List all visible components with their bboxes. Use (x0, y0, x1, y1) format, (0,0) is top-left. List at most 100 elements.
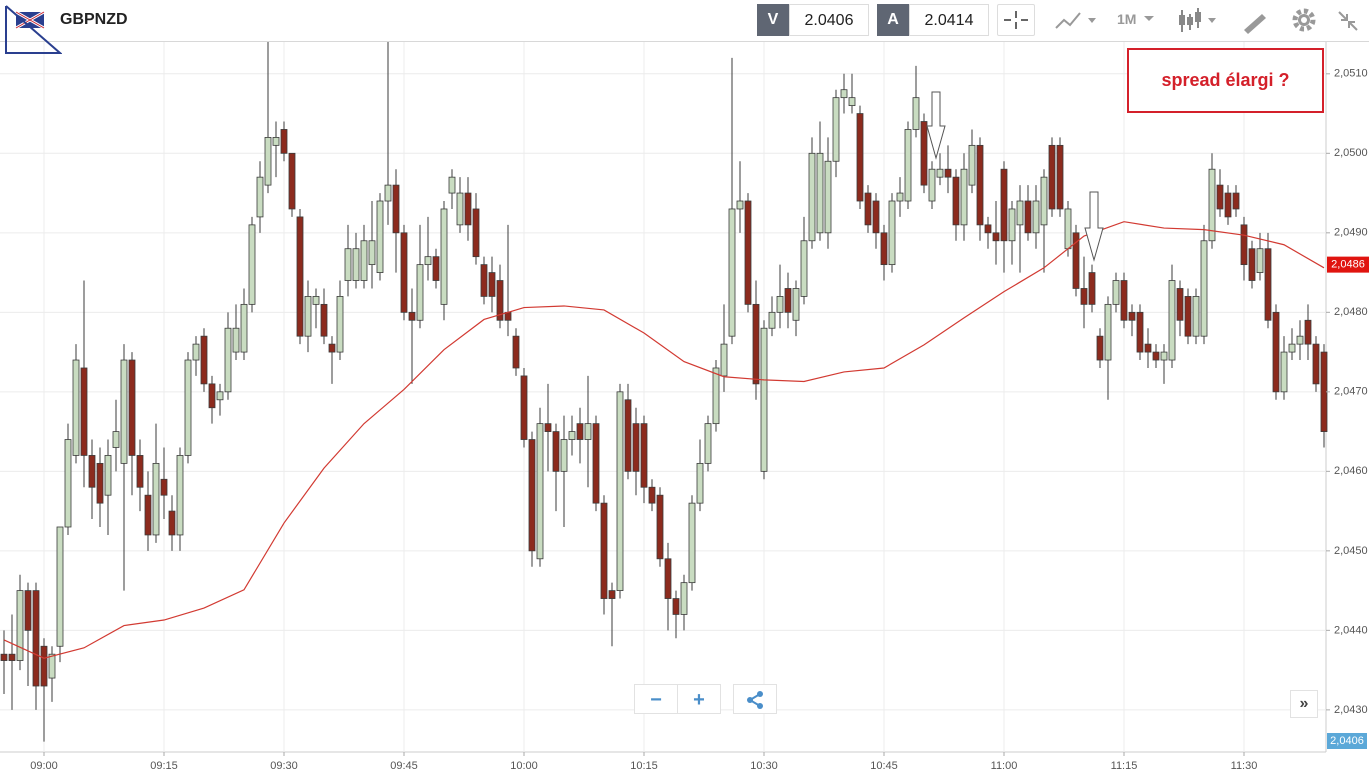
candle-body (1144, 343, 1152, 353)
x-tick-label: 10:30 (750, 760, 778, 772)
candle-body (1192, 296, 1200, 337)
x-tick-label: 10:45 (870, 760, 898, 772)
y-tick-label: 2,0480 (1334, 306, 1368, 318)
candle-body (56, 526, 64, 647)
timeframe-button[interactable]: 1M (1117, 11, 1137, 27)
candle-body (1208, 168, 1216, 242)
candle-body (1056, 144, 1064, 210)
zoom-in-button[interactable]: + (677, 684, 721, 714)
price-marker-label: 2,0486 (1331, 259, 1365, 271)
candle-body (464, 192, 472, 226)
candle-body (16, 590, 24, 661)
share-icon (747, 691, 763, 709)
y-tick-label: 2,0450 (1334, 545, 1368, 557)
bid-price[interactable]: 2.0406 (789, 4, 869, 36)
candle-body (192, 343, 200, 361)
candle-body (368, 240, 376, 266)
candle-body (136, 455, 144, 488)
candle-body (496, 280, 504, 321)
candle-body (1008, 208, 1016, 242)
candle-body (264, 137, 272, 186)
candle-body (304, 296, 312, 337)
symbol-icon (5, 5, 62, 54)
x-tick-label: 11:00 (991, 760, 1018, 772)
scroll-end-button[interactable]: » (1290, 690, 1318, 718)
candle-body (848, 97, 856, 107)
candle-body (568, 431, 576, 440)
dropdown (1144, 16, 1154, 21)
candle-body (1024, 200, 1032, 234)
candle-body (352, 248, 360, 281)
candle-body (968, 144, 976, 186)
candle-type-button[interactable] (1176, 6, 1226, 36)
price-marker (1327, 256, 1369, 273)
candle-body (920, 121, 928, 186)
candle-body (1048, 144, 1056, 210)
settings-button[interactable] (1290, 6, 1320, 36)
candle-body (208, 383, 216, 409)
y-tick-label: 2,0430 (1334, 704, 1368, 716)
candle-body (1216, 184, 1224, 210)
candle-body (624, 399, 632, 472)
candle-body (440, 208, 448, 305)
candle-body (400, 232, 408, 313)
candle-body (960, 168, 968, 226)
candle-body (392, 184, 400, 234)
ask-price[interactable]: 2.0414 (909, 4, 989, 36)
x-tick-label: 11:15 (1111, 760, 1138, 772)
candle-body (384, 184, 392, 202)
candle-body (536, 423, 544, 560)
candle-body (1280, 351, 1288, 393)
candle-body (896, 192, 904, 202)
candle-body (296, 216, 304, 337)
candle-body (96, 462, 104, 504)
crosshair-icon (1004, 11, 1028, 29)
candle-body (128, 359, 136, 456)
candle-body (608, 590, 616, 599)
candle-body (1200, 240, 1208, 337)
candle-body (1040, 176, 1048, 226)
candle-body (1128, 311, 1136, 321)
candle-body (528, 439, 536, 552)
candle-body (792, 288, 800, 321)
zoom-out-button[interactable]: − (634, 684, 678, 714)
candle-body (280, 129, 288, 154)
candle-body (1296, 335, 1304, 345)
candle-body (560, 439, 568, 472)
candle-body (600, 502, 608, 599)
candle-body (424, 256, 432, 266)
candle-body (880, 232, 888, 266)
candle-body (640, 423, 648, 488)
bid-label[interactable]: V (757, 4, 789, 36)
crosshair-button[interactable] (997, 4, 1035, 36)
candle-body (1112, 280, 1120, 305)
x-tick-label: 09:30 (270, 760, 298, 772)
candle-body (800, 240, 808, 297)
candle-body (152, 462, 160, 536)
candle-body (712, 367, 720, 425)
candle-body (1272, 311, 1280, 393)
candle-body (952, 176, 960, 226)
collapse-button[interactable] (1336, 9, 1360, 33)
share-button[interactable] (733, 684, 777, 714)
candle-body (8, 653, 16, 661)
candle-body (1176, 288, 1184, 321)
x-tick-label: 09:00 (30, 760, 58, 772)
candle-body (1136, 311, 1144, 353)
x-tick-label: 10:00 (510, 760, 538, 772)
candle-body (144, 494, 152, 536)
draw-button[interactable] (1240, 6, 1270, 36)
candle-body (216, 391, 224, 401)
candle-body (120, 359, 128, 464)
candle-body (992, 232, 1000, 242)
candle-body (1152, 351, 1160, 361)
line-type-button[interactable] (1052, 6, 1102, 36)
candle-body (1256, 248, 1264, 273)
candle-body (664, 558, 672, 599)
ask-label[interactable]: A (877, 4, 909, 36)
candle-body (704, 423, 712, 464)
candle-body (1168, 280, 1176, 361)
candle-body (856, 113, 864, 202)
candle-body (680, 582, 688, 615)
